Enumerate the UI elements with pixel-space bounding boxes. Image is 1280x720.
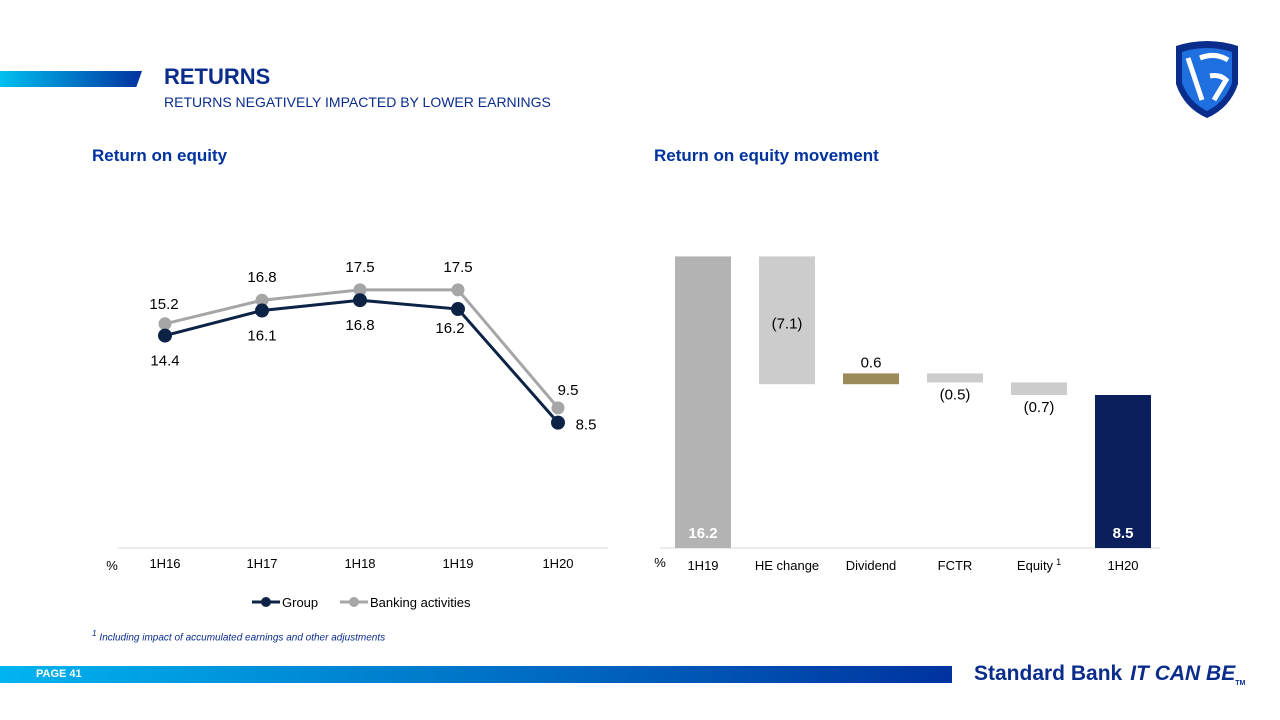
data-label: 9.5 <box>558 382 579 399</box>
roe-line-chart: % 1H16 1H17 1H18 1H19 1H20 15.2 16.8 17.5 17.5 9.5… <box>106 259 608 610</box>
legend-marker-group <box>261 597 271 607</box>
x-tick-label: Equity 1 <box>1017 557 1061 573</box>
data-label: 16.2 <box>688 525 717 542</box>
bar-he-change <box>759 256 815 385</box>
roe-waterfall-chart: % 16.2 1H19 (7.1) HE change 0.6 Dividend (0.5) F… <box>654 256 1160 573</box>
data-label: 17.5 <box>443 259 472 276</box>
page-subtitle: RETURNS NEGATIVELY IMPACTED BY LOWER EAR… <box>164 94 551 110</box>
data-label: (0.5) <box>940 386 971 403</box>
legend-marker-banking <box>349 597 359 607</box>
data-label: 16.8 <box>247 269 276 286</box>
x-tick-label: HE change <box>755 558 819 573</box>
x-tick-label: 1H18 <box>344 556 375 571</box>
chart-title-roe: Return on equity <box>92 146 228 165</box>
data-label: 0.6 <box>861 354 882 371</box>
data-label: 8.5 <box>576 417 597 434</box>
legend-label-banking: Banking activities <box>370 595 471 610</box>
x-tick-label: Dividend <box>846 558 897 573</box>
bar-1h19 <box>675 256 731 548</box>
x-tick-label: 1H20 <box>542 556 573 571</box>
footnote: 1 Including impact of accumulated earnin… <box>92 628 385 643</box>
x-tick-label: FCTR <box>938 558 973 573</box>
data-label: 17.5 <box>345 259 374 276</box>
data-point <box>353 283 367 297</box>
brand-slogan: IT CAN BE <box>1130 662 1236 685</box>
standard-bank-shield-logo <box>1176 41 1238 118</box>
x-tick-label: 1H20 <box>1107 558 1138 573</box>
x-tick-label: 1H16 <box>149 556 180 571</box>
footnote-marker: 1 <box>92 628 97 638</box>
brand-logo: Standard Bank IT CAN BETM <box>974 662 1245 687</box>
data-label: 8.5 <box>1113 525 1134 542</box>
data-label: 14.4 <box>150 353 179 370</box>
data-label: 16.8 <box>345 317 374 334</box>
x-tick-label: 1H19 <box>687 558 718 573</box>
footer-bar <box>0 666 952 683</box>
unit-label: % <box>654 555 666 570</box>
data-point <box>451 302 465 317</box>
data-point <box>551 401 565 415</box>
x-tick-label: 1H19 <box>442 556 473 571</box>
data-point <box>255 303 269 318</box>
data-point <box>353 293 367 308</box>
data-point <box>158 317 172 331</box>
header-stripe <box>0 71 142 87</box>
series-line-1 <box>164 288 560 409</box>
footnote-text: Including impact of accumulated earnings… <box>99 632 386 644</box>
data-point <box>158 328 172 343</box>
data-point <box>551 415 565 430</box>
page-title: RETURNS <box>164 64 271 89</box>
bar-equity <box>1011 382 1067 395</box>
unit-label: % <box>106 558 118 573</box>
bar-dividend <box>843 373 899 385</box>
trademark: TM <box>1235 680 1246 688</box>
x-tick-label: 1H17 <box>246 556 277 571</box>
data-label: (7.1) <box>772 315 803 332</box>
data-label: 16.1 <box>247 328 276 345</box>
data-label: 16.2 <box>435 320 464 337</box>
chart-title-roe-movement: Return on equity movement <box>654 146 879 165</box>
data-point <box>451 283 465 297</box>
bar-1h20 <box>1095 395 1151 548</box>
data-label: (0.7) <box>1024 399 1055 416</box>
page-number: PAGE 41 <box>36 668 82 680</box>
legend-label-group: Group <box>282 595 318 610</box>
data-label: 15.2 <box>149 296 178 313</box>
superscript: 1 <box>1056 557 1061 567</box>
data-point <box>255 293 269 307</box>
brand-name: Standard Bank <box>974 662 1123 685</box>
bar-fctr <box>927 373 983 383</box>
